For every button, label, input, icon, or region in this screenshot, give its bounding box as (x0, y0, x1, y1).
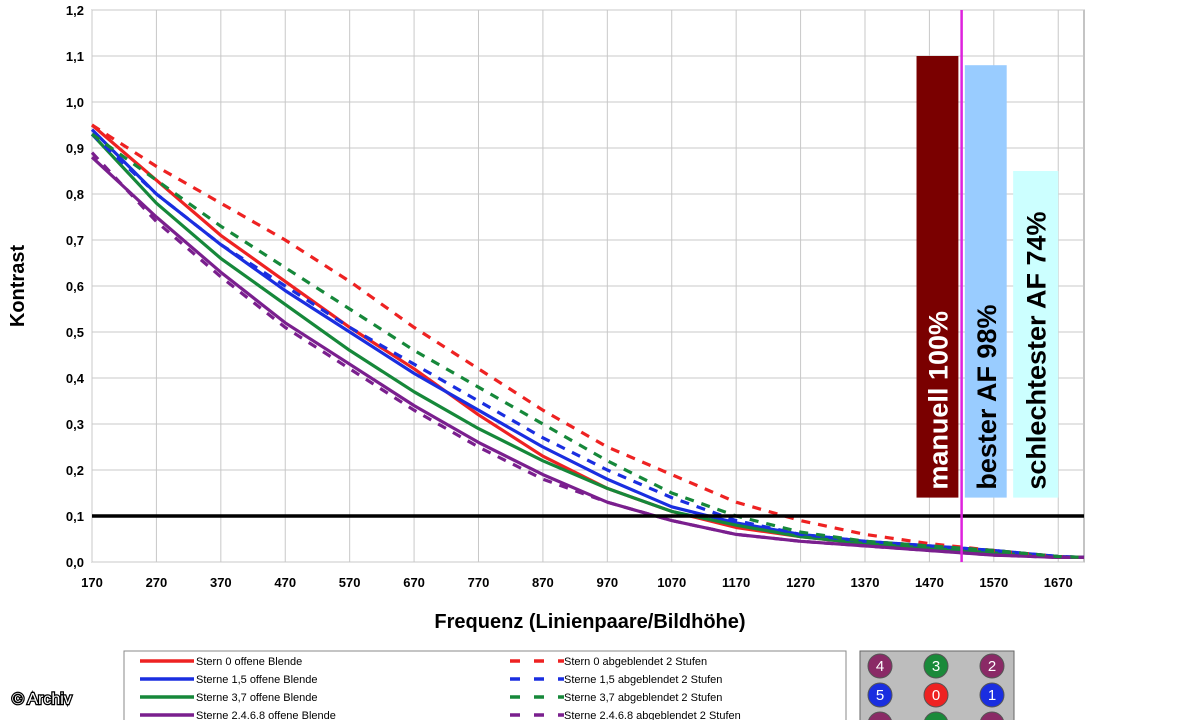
legend-entry-label: Sterne 3,7 abgeblendet 2 Stufen (564, 692, 722, 704)
y-axis-title: Kontrast (7, 245, 29, 328)
y-tick-label: 0,4 (66, 371, 85, 386)
reference-lines (92, 10, 1084, 562)
focus-bar-label: manuell 100% (923, 311, 953, 490)
star-circle (923, 682, 949, 708)
star-circle (923, 653, 949, 679)
series-line (90, 133, 1085, 559)
series-line (90, 151, 1084, 559)
legend: Stern 0 offene Blende Sterne 1,5 offene B… (123, 650, 847, 720)
x-tick-label: 470 (274, 575, 296, 590)
legend-entry-label: Sterne 1,5 offene Blende (196, 674, 318, 686)
star-circle (979, 653, 1005, 679)
star-number: 3 (932, 658, 940, 675)
star-selector: 4 3 2 5 0 1 (859, 650, 1015, 720)
y-tick-label: 0,3 (66, 417, 84, 432)
credit-text: © Archiv (12, 691, 72, 708)
legend-box (123, 650, 847, 720)
x-tick-label: 1070 (657, 575, 686, 590)
legend-entry-label: Sterne 3,7 offene Blende (196, 692, 318, 704)
y-tick-label: 1,0 (66, 95, 84, 110)
x-tick-label: 270 (146, 575, 168, 590)
star-circle (867, 653, 893, 679)
focus-bar (1013, 171, 1059, 498)
series-line (91, 132, 1085, 559)
x-tick-label: 170 (81, 575, 103, 590)
x-tick-label: 1270 (786, 575, 815, 590)
focus-bar (916, 56, 959, 498)
y-tick-label: 0,7 (66, 233, 84, 248)
series-lines (90, 123, 1085, 559)
star-circle (867, 682, 893, 708)
x-tick-label: 770 (468, 575, 490, 590)
x-tick-label: 1670 (1044, 575, 1073, 590)
y-tick-label: 1,2 (66, 3, 84, 18)
star-circle (924, 711, 948, 720)
legend-entry-label: Sterne 1,5 abgeblendet 2 Stufen (564, 674, 722, 686)
star-circle (980, 711, 1004, 720)
x-tick-label: 1370 (851, 575, 880, 590)
focus-bar-label: bester AF 98% (972, 305, 1002, 490)
x-tick-label: 370 (210, 575, 232, 590)
x-tick-label: 1470 (915, 575, 944, 590)
legend-entry-label: Stern 0 abgeblendet 2 Stufen (564, 656, 707, 668)
y-tick-label: 0,9 (66, 141, 84, 156)
focus-bars: manuell 100% bester AF 98% schlechtester A… (916, 56, 1059, 498)
y-tick-label: 0,6 (66, 279, 84, 294)
x-tick-label: 1570 (979, 575, 1008, 590)
focus-bar-label: schlechtester AF 74% (1022, 211, 1052, 489)
series-line (90, 133, 1084, 559)
star-circle (868, 711, 892, 720)
y-tick-label: 0,1 (66, 509, 84, 524)
x-tick-label: 570 (339, 575, 361, 590)
y-tick-label: 0,8 (66, 187, 84, 202)
legend-entry-label: Stern 0 offene Blende (196, 656, 302, 668)
x-tick-label: 870 (532, 575, 554, 590)
star-number: 5 (876, 687, 884, 704)
star-number: 0 (932, 687, 940, 704)
star-number: 1 (988, 687, 996, 704)
x-axis-title: Frequenz (Linienpaare/Bildhöhe) (434, 611, 745, 633)
x-tick-label: 970 (596, 575, 618, 590)
x-tick-label: 670 (403, 575, 425, 590)
star-number: 2 (988, 658, 996, 675)
x-tick-label: 1170 (722, 575, 750, 590)
y-tick-label: 0,2 (66, 463, 84, 478)
focus-bar (964, 65, 1007, 498)
legend-entry-label: Sterne 2.4.6.8 abgeblendet 2 Stufen (564, 710, 741, 720)
y-tick-labels: 0,0 0,1 0,2 0,3 0,4 0,5 0,6 0,7 0,8 0,9 1,0 1,1 1,2 (66, 3, 85, 570)
y-tick-label: 1,1 (66, 49, 84, 64)
y-tick-label: 0,0 (66, 555, 84, 570)
y-tick-label: 0,5 (66, 325, 84, 340)
star-circle (979, 682, 1005, 708)
star-number: 4 (876, 658, 884, 675)
legend-entry-label: Sterne 2.4.6.8 offene Blende (196, 710, 336, 720)
x-tick-labels: 170 270 370 470 570 670 770 870 970 1070 1170 1270 1… (81, 575, 1073, 590)
